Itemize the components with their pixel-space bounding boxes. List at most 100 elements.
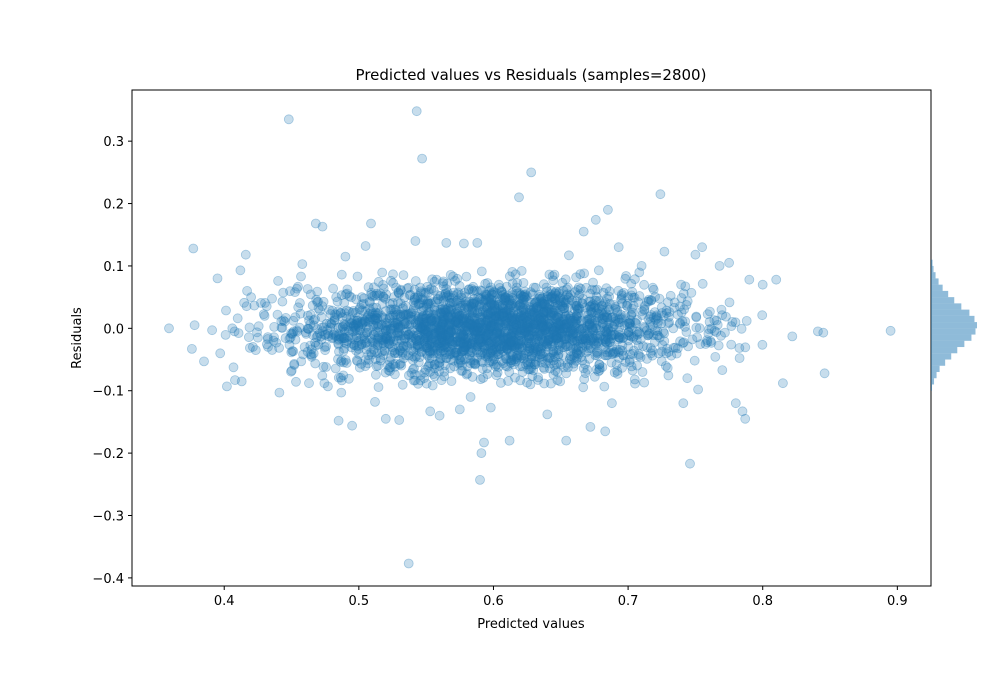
scatter-point [466,284,477,294]
scatter-point [650,325,660,336]
scatter-point [432,290,443,301]
scatter-point [458,323,469,334]
scatter-point [526,354,536,365]
scatter-point [425,358,435,369]
scatter-point [590,285,600,296]
scatter-point [607,321,618,332]
scatter-point [392,348,403,359]
scatter-point [322,328,333,339]
scatter-point [494,318,505,329]
scatter-point [511,319,521,330]
scatter-point [373,322,384,333]
scatter-point [594,363,605,374]
scatter-point [563,310,574,321]
scatter-point [443,346,454,357]
scatter-point [547,290,558,301]
scatter-point [616,289,627,300]
scatter-point [612,368,623,379]
scatter-point [588,325,599,336]
scatter-point [375,353,386,364]
scatter-point [496,294,506,304]
scatter-point [480,290,491,300]
scatter-point [438,329,449,340]
scatter-point [512,297,523,308]
scatter-point [425,315,436,326]
scatter-point [544,315,555,326]
scatter-point [569,321,580,332]
histogram-bar [931,384,933,391]
scatter-point [551,333,562,344]
scatter-point [664,317,675,328]
scatter-point [534,313,545,324]
scatter-point [547,271,558,282]
scatter-point [542,341,552,352]
scatter-point [339,324,350,335]
scatter-point [286,365,297,376]
scatter-point [336,269,347,280]
scatter-point [580,334,591,345]
scatter-point [440,360,451,371]
scatter-point [370,396,380,407]
scatter-point [550,314,560,325]
scatter-point [533,306,544,317]
scatter-point [531,343,541,353]
scatter-point [546,292,556,303]
scatter-point [302,284,313,294]
scatter-point [384,356,395,367]
scatter-point [547,296,557,307]
scatter-point [600,334,611,345]
scatter-point [412,340,423,350]
scatter-point [517,303,528,314]
scatter-point [519,323,530,334]
scatter-point [524,331,534,342]
scatter-point [406,325,417,336]
scatter-point [411,351,422,362]
scatter-point [348,340,359,351]
scatter-point [458,338,469,349]
scatter-point [652,330,663,341]
scatter-point [403,350,414,361]
scatter-point [378,335,389,346]
scatter-point [325,318,335,328]
scatter-point [372,348,383,359]
scatter-point [320,329,331,340]
scatter-point [421,313,432,324]
scatter-point [340,355,351,365]
scatter-point [398,270,409,281]
scatter-point [421,328,432,339]
scatter-point [436,332,447,343]
scatter-point [561,435,572,446]
scatter-point [558,285,569,296]
scatter-point [385,353,396,363]
scatter-point [504,271,515,282]
y-tick-label: −0.3 [92,509,124,524]
scatter-point [599,381,610,392]
scatter-point [415,334,426,345]
scatter-point [787,331,798,342]
scatter-point [538,307,549,318]
scatter-point [373,307,384,318]
scatter-point [680,321,690,332]
scatter-point [600,344,611,355]
scatter-point [482,278,493,288]
scatter-point [524,332,534,343]
scatter-point [462,321,472,332]
scatter-point [430,328,441,338]
scatter-point [416,314,426,325]
scatter-point [273,275,284,286]
scatter-point [587,334,598,345]
scatter-point [613,317,624,328]
scatter-point [524,343,535,354]
scatter-point [424,360,434,371]
scatter-point [514,318,525,328]
scatter-point [310,340,321,351]
scatter-point [409,292,420,303]
scatter-point [567,336,578,347]
scatter-point [459,342,470,352]
scatter-point [369,310,380,321]
scatter-point [602,350,613,360]
scatter-point [475,333,485,344]
scatter-point [499,294,510,305]
scatter-point [439,349,450,360]
scatter-point [658,326,669,337]
